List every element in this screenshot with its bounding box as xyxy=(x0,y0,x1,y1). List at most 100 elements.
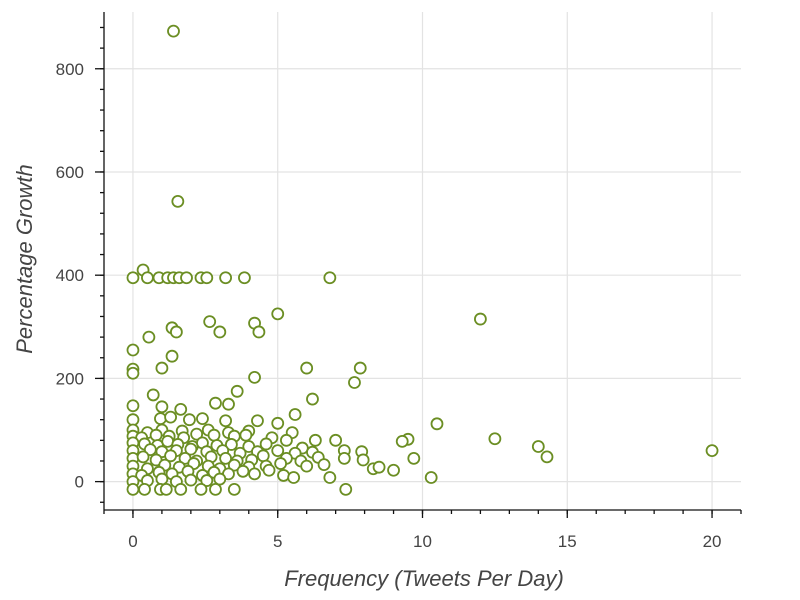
y-tick-label: 400 xyxy=(56,266,84,285)
data-point xyxy=(183,413,196,427)
x-tick-label: 15 xyxy=(558,532,577,551)
data-point xyxy=(339,482,353,496)
data-point xyxy=(141,271,154,285)
data-point xyxy=(424,471,438,484)
data-point xyxy=(287,471,301,484)
data-point xyxy=(207,428,221,442)
data-point xyxy=(239,428,253,442)
data-point xyxy=(219,414,233,428)
data-point xyxy=(200,271,214,285)
data-point xyxy=(230,384,244,398)
data-point xyxy=(271,444,285,458)
data-point xyxy=(356,453,370,467)
data-point xyxy=(430,417,444,431)
data-point xyxy=(200,474,214,487)
y-tick-label: 800 xyxy=(56,60,84,79)
data-point xyxy=(213,325,227,339)
data-point xyxy=(167,24,180,38)
data-point xyxy=(155,361,169,375)
data-point xyxy=(705,444,719,458)
data-point xyxy=(227,458,241,472)
data-point xyxy=(171,194,185,208)
data-point xyxy=(259,437,273,451)
data-point xyxy=(165,349,179,363)
data-point xyxy=(531,440,545,453)
data-point xyxy=(169,325,183,339)
data-point xyxy=(337,451,351,465)
data-point xyxy=(138,482,151,496)
data-point xyxy=(348,376,361,389)
data-point xyxy=(190,427,204,441)
data-point xyxy=(174,482,188,496)
data-point xyxy=(149,428,163,442)
data-point xyxy=(280,433,293,447)
data-point xyxy=(252,325,266,339)
data-points xyxy=(126,24,719,496)
data-point xyxy=(227,482,241,496)
data-point xyxy=(222,397,235,411)
data-point xyxy=(372,460,386,474)
data-point xyxy=(317,458,331,471)
data-point xyxy=(126,366,140,380)
data-point xyxy=(209,396,222,410)
data-point xyxy=(238,271,251,285)
data-point xyxy=(155,472,169,486)
y-tick-label: 600 xyxy=(56,163,84,182)
data-point xyxy=(277,469,290,482)
data-point xyxy=(174,402,188,416)
data-point xyxy=(180,271,193,285)
data-point xyxy=(329,433,343,447)
data-point xyxy=(256,449,270,463)
data-point xyxy=(488,432,502,446)
data-point xyxy=(219,451,233,465)
data-point xyxy=(154,412,167,426)
data-point xyxy=(395,434,409,448)
data-point xyxy=(126,413,140,427)
data-point xyxy=(203,315,217,329)
data-point xyxy=(126,271,140,285)
data-point xyxy=(146,388,160,402)
data-point xyxy=(142,330,156,344)
data-point xyxy=(224,438,238,451)
data-point xyxy=(271,416,285,430)
y-axis-title: Percentage Growth xyxy=(12,164,37,354)
data-point xyxy=(126,399,140,413)
data-point xyxy=(155,400,169,414)
data-point xyxy=(288,408,302,421)
data-point xyxy=(213,472,227,486)
data-point xyxy=(540,450,554,464)
data-point xyxy=(164,449,178,463)
data-point xyxy=(323,471,337,484)
data-point xyxy=(274,457,288,470)
data-point xyxy=(248,467,261,481)
x-axis-title: Frequency (Tweets Per Day) xyxy=(284,566,564,591)
data-point xyxy=(126,343,140,357)
data-point xyxy=(196,412,209,426)
data-point xyxy=(159,482,173,496)
x-tick-label: 20 xyxy=(703,532,722,551)
data-point xyxy=(194,482,208,496)
data-point xyxy=(323,271,337,285)
data-point xyxy=(219,271,233,285)
data-point xyxy=(353,361,367,375)
data-point xyxy=(387,463,400,477)
data-point xyxy=(209,482,222,496)
data-point xyxy=(300,361,314,375)
data-point xyxy=(164,410,178,424)
y-tick-label: 200 xyxy=(56,369,84,388)
data-point xyxy=(136,450,150,464)
data-point xyxy=(184,473,198,487)
data-point xyxy=(306,392,319,406)
x-tick-label: 5 xyxy=(273,532,282,551)
y-tick-label: 0 xyxy=(75,473,84,492)
x-tick-label: 0 xyxy=(128,532,137,551)
data-point xyxy=(248,370,261,384)
x-tick-label: 10 xyxy=(413,532,432,551)
data-point xyxy=(251,414,264,428)
data-point xyxy=(126,482,140,496)
data-point xyxy=(474,312,487,326)
data-point xyxy=(236,464,250,478)
